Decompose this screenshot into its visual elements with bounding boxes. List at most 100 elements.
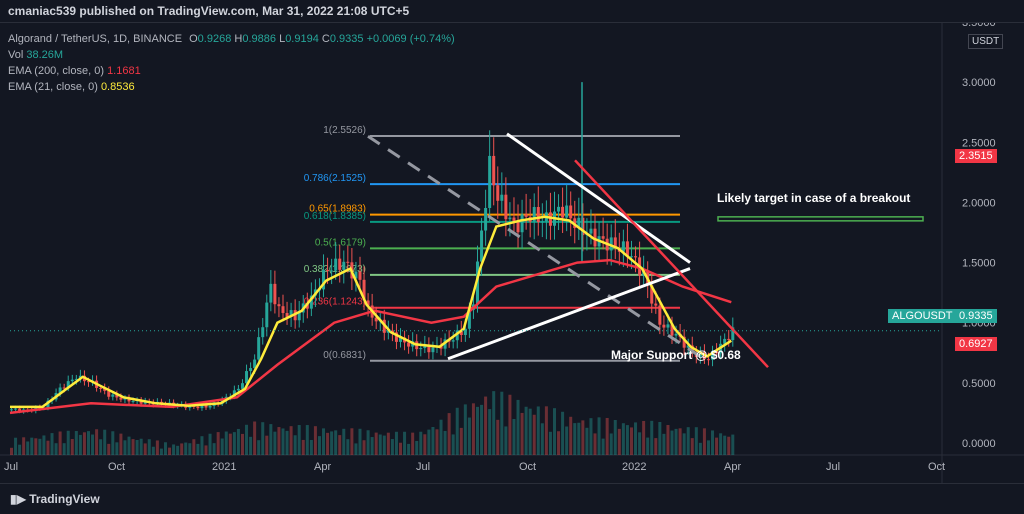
volume-bar — [601, 438, 605, 455]
volume-bar — [617, 428, 621, 455]
volume-bar — [516, 399, 520, 455]
volume-bar — [682, 433, 686, 455]
volume-bar — [281, 428, 285, 455]
x-tick-label: Apr — [724, 461, 741, 473]
volume-bar — [589, 418, 593, 455]
candle-body — [200, 405, 204, 409]
currency-button[interactable]: USDT — [968, 34, 1004, 49]
volume-bar — [111, 431, 115, 455]
volume-bar — [208, 433, 212, 455]
candle-body — [111, 394, 115, 397]
volume-bar — [455, 407, 459, 455]
volume-bar — [330, 431, 334, 455]
volume-bar — [666, 425, 670, 455]
candle-body — [18, 408, 22, 412]
high-value: 0.9886 — [242, 33, 276, 45]
candle-body — [204, 405, 208, 408]
candle-body — [66, 381, 70, 389]
candle-body — [504, 194, 508, 220]
candle-body — [188, 405, 192, 408]
volume-bar — [638, 432, 642, 455]
volume-bar — [382, 435, 386, 455]
volume-bar — [670, 430, 674, 455]
volume-bar — [654, 438, 658, 455]
volume-bar — [54, 443, 58, 455]
volume-bar — [70, 439, 74, 455]
candle-body — [508, 217, 512, 220]
candle-body — [236, 388, 240, 391]
candle-body — [99, 387, 103, 389]
candle-body — [253, 359, 257, 369]
candle-body — [666, 324, 670, 328]
candle-body — [354, 271, 358, 279]
candle-body — [322, 269, 326, 290]
candle-body — [670, 324, 674, 336]
volume-bar — [593, 433, 597, 455]
volume-bar — [86, 431, 90, 455]
publisher-text: cmaniac539 published on TradingView.com,… — [8, 4, 410, 18]
breakout-annotation[interactable]: Likely target in case of a breakout — [717, 191, 911, 205]
volume-bar — [605, 417, 609, 455]
symbol-name[interactable]: Algorand / TetherUS, 1D, BINANCE — [8, 33, 183, 45]
volume-bar — [30, 437, 34, 455]
candle-body — [419, 348, 423, 350]
volume-bar — [577, 422, 581, 455]
volume-bar — [163, 442, 167, 455]
volume-bar — [135, 439, 139, 455]
volume-bar — [350, 428, 354, 455]
candle-body — [366, 300, 370, 306]
candle-body — [715, 351, 719, 354]
volume-bar — [50, 433, 54, 455]
ema200-legend[interactable]: EMA (200, close, 0) 1.1681 — [8, 65, 141, 77]
candle-body — [103, 388, 107, 391]
candle-body — [569, 205, 573, 219]
candle-body — [634, 256, 638, 258]
publisher-bar: cmaniac539 published on TradingView.com,… — [0, 0, 1024, 23]
volume-bar — [548, 431, 552, 455]
volume-bar — [99, 439, 103, 455]
volume-bar — [58, 431, 62, 455]
volume-bar — [662, 433, 666, 455]
candle-body — [358, 271, 362, 280]
candle-body — [706, 359, 710, 361]
candle-body — [467, 309, 471, 329]
volume-bar — [245, 424, 249, 455]
candle-body — [10, 409, 13, 411]
volume-bar — [139, 438, 143, 455]
ema21-legend[interactable]: EMA (21, close, 0) 0.8536 — [8, 81, 135, 93]
volume-legend[interactable]: Vol 38.26M — [8, 49, 64, 61]
volume-bar — [265, 435, 269, 455]
volume-bar — [334, 430, 338, 455]
volume-bar — [224, 431, 228, 455]
volume-bar — [317, 436, 321, 455]
candle-body — [682, 336, 686, 348]
candle-body — [119, 397, 123, 400]
candle-body — [654, 303, 658, 306]
y-tick-label: 3.0000 — [962, 77, 996, 89]
candle-body — [484, 207, 488, 231]
volume-bar — [297, 425, 301, 455]
volume-bar — [354, 443, 358, 455]
candle-body — [686, 345, 690, 348]
volume-bar — [646, 437, 650, 455]
dashed-trendline — [367, 135, 701, 358]
volume-bar — [552, 408, 556, 455]
candle-body — [496, 185, 500, 201]
volume-bar — [690, 438, 694, 455]
volume-bar — [236, 428, 240, 455]
volume-bar — [322, 428, 326, 455]
candle-body — [386, 330, 390, 333]
volume-bar — [115, 442, 119, 455]
volume-bar — [496, 419, 500, 455]
candle-body — [431, 347, 435, 353]
volume-bar — [95, 429, 99, 455]
volume-bar — [196, 443, 200, 455]
candle-body — [601, 236, 605, 239]
candle-body — [131, 401, 135, 403]
support-annotation[interactable]: Major Support @ $0.68 — [611, 348, 741, 362]
x-tick-label: 2021 — [212, 461, 236, 473]
tradingview-logo[interactable]: ▮▶ TradingView — [10, 492, 100, 506]
candle-body — [727, 338, 731, 341]
volume-bar — [390, 439, 394, 455]
